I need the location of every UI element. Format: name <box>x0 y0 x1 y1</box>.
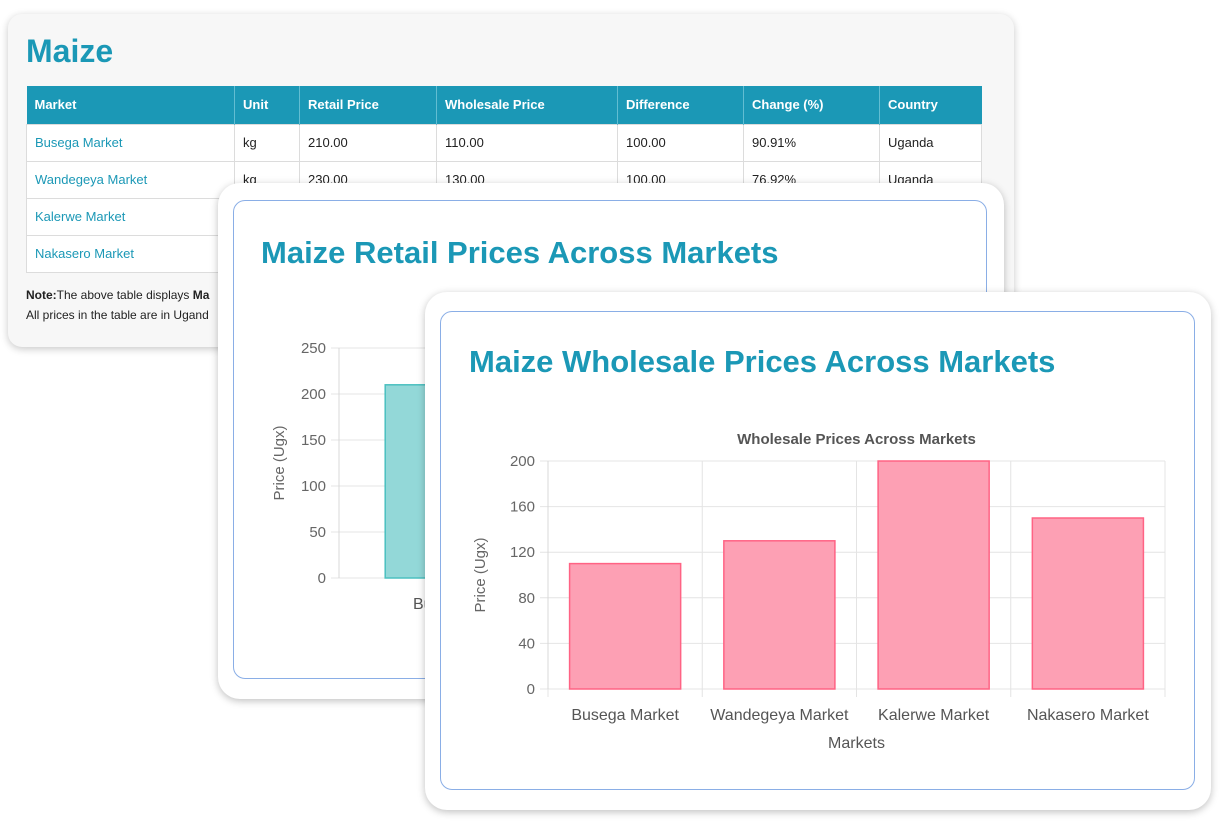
retail-price-cell: 210.00 <box>299 123 437 162</box>
column-header-change[interactable]: Change (%) <box>743 86 880 124</box>
retail-chart-heading: Maize Retail Prices Across Markets <box>261 235 779 270</box>
column-header-country[interactable]: Country <box>879 86 982 124</box>
page-title: Maize <box>26 33 114 69</box>
note-line-2: All prices in the table are in Ugand <box>26 307 209 322</box>
column-header-market[interactable]: Market <box>26 86 235 124</box>
market-link[interactable]: Nakasero Market <box>26 234 235 273</box>
note-bold: Ma <box>192 287 210 302</box>
table-row: Busega Market kg 210.00 110.00 100.00 90… <box>26 123 982 162</box>
column-header-retail-price[interactable]: Retail Price <box>299 86 437 124</box>
market-link[interactable]: Wandegeya Market <box>26 160 235 199</box>
retail-y-tick-label: 50 <box>309 524 326 541</box>
wholesale-bar <box>877 460 990 690</box>
note-label: Note: <box>26 287 57 302</box>
wholesale-x-tick-label: Nakasero Market <box>1027 707 1149 724</box>
wholesale-bar <box>723 540 836 690</box>
wholesale-chart: 0 40 80 120 160 200 Busega Market Wandegeya Mar… <box>472 431 1166 752</box>
wholesale-x-tick-label: Kalerwe Market <box>878 707 990 724</box>
retail-y-tick-label: 250 <box>301 340 326 357</box>
retail-y-tick-label: 100 <box>301 478 326 495</box>
difference-cell: 100.00 <box>617 123 744 162</box>
wholesale-y-tick-label: 120 <box>510 544 535 561</box>
retail-y-tick-label: 150 <box>301 432 326 449</box>
table-header-row: Market Unit Retail Price Wholesale Price… <box>26 86 982 124</box>
wholesale-chart-card: Maize Wholesale Prices Across Markets 0 4… <box>425 292 1211 810</box>
note-text-1: The above table displays <box>56 287 193 302</box>
wholesale-price-cell: 110.00 <box>436 123 618 162</box>
wholesale-bar <box>1031 517 1145 690</box>
wholesale-y-tick-label: 80 <box>518 590 535 607</box>
wholesale-y-tick-label: 0 <box>527 681 535 698</box>
wholesale-y-axis-title: Price (Ugx) <box>472 537 489 612</box>
wholesale-y-tick-label: 40 <box>518 635 535 652</box>
wholesale-x-axis-title: Markets <box>828 735 885 752</box>
unit-cell: kg <box>234 123 300 162</box>
wholesale-chart-title: Wholesale Prices Across Markets <box>737 431 976 448</box>
change-cell: 90.91% <box>743 123 880 162</box>
country-cell: Uganda <box>879 123 982 162</box>
market-link[interactable]: Kalerwe Market <box>26 197 235 236</box>
column-header-unit[interactable]: Unit <box>234 86 300 124</box>
retail-y-tick-label: 200 <box>301 386 326 403</box>
column-header-wholesale-price[interactable]: Wholesale Price <box>436 86 618 124</box>
note-line-1: Note:The above table displays Ma <box>26 285 996 305</box>
wholesale-bar <box>568 562 682 690</box>
table-note: Note:The above table displays Ma All pri… <box>26 285 996 325</box>
column-header-difference[interactable]: Difference <box>617 86 744 124</box>
wholesale-chart-heading: Maize Wholesale Prices Across Markets <box>469 344 1056 379</box>
wholesale-x-tick-label: Busega Market <box>571 707 679 724</box>
wholesale-x-tick-label: Wandegeya Market <box>710 707 849 724</box>
retail-y-axis-title: Price (Ugx) <box>271 425 288 500</box>
wholesale-y-tick-label: 160 <box>510 499 535 516</box>
market-link[interactable]: Busega Market <box>26 123 235 162</box>
retail-y-tick-label: 0 <box>318 570 326 587</box>
wholesale-y-tick-label: 200 <box>510 453 535 470</box>
